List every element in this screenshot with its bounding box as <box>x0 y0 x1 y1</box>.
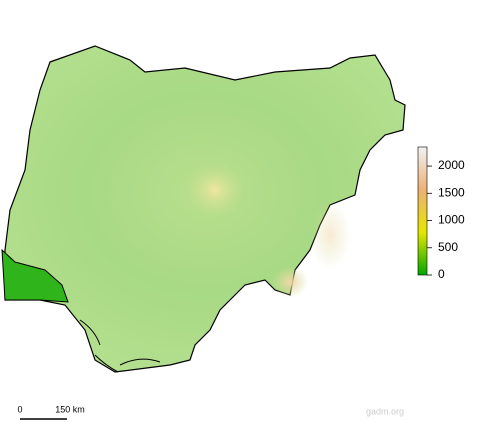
scale-start: 0 <box>17 404 22 414</box>
legend-tick-label: 1500 <box>438 185 465 199</box>
region-lowland <box>1 248 69 303</box>
legend-tick-label: 0 <box>438 267 445 281</box>
legend-tick-label: 1000 <box>438 213 465 227</box>
legend-tick-label: 2000 <box>438 158 465 172</box>
scale-end: 150 km <box>55 404 85 414</box>
credit: gadm.org <box>366 406 404 416</box>
coastline <box>79 319 161 373</box>
highland <box>310 200 350 270</box>
color-bar <box>417 146 428 276</box>
highland <box>185 162 245 218</box>
legend-tick-label: 500 <box>438 240 458 254</box>
highland <box>272 266 308 298</box>
